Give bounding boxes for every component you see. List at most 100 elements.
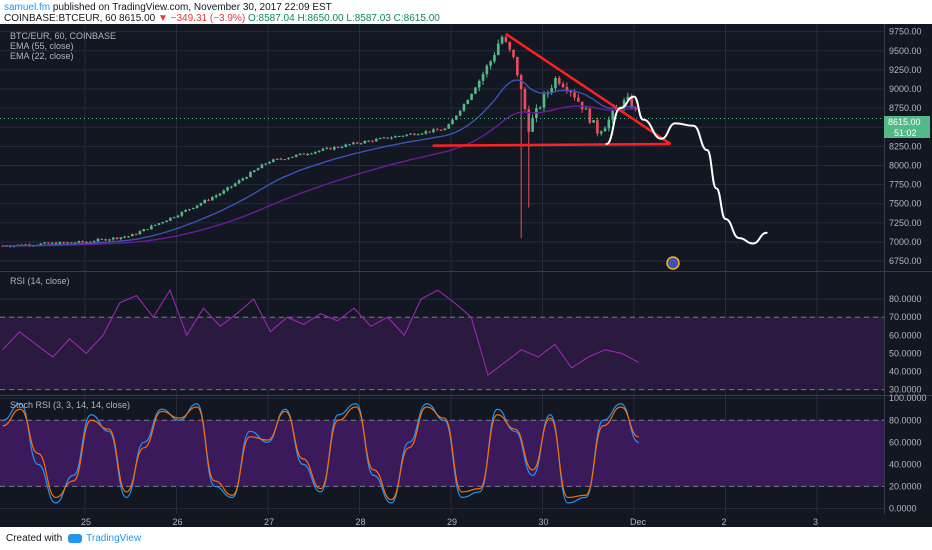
candle-body bbox=[455, 115, 458, 120]
price-axis-label: 8750.00 bbox=[889, 103, 922, 113]
candle-body bbox=[542, 94, 546, 108]
candle-body bbox=[557, 77, 561, 84]
candle-body bbox=[184, 210, 187, 212]
time-axis-label: 2 bbox=[722, 517, 727, 527]
candle-body bbox=[607, 119, 611, 129]
last-price: 8615.00 bbox=[119, 13, 156, 24]
chart-area[interactable]: 6750.00 7000.00 7250.00 7500.00 7750.00 8000.… bbox=[0, 24, 932, 527]
candle-body bbox=[493, 54, 496, 62]
candle-body bbox=[58, 242, 62, 245]
rsi-axis-label: 40.0000 bbox=[889, 366, 922, 376]
candle-body bbox=[550, 88, 553, 93]
candle-body bbox=[474, 87, 477, 94]
candle-body bbox=[622, 100, 626, 108]
triangle-support-line bbox=[432, 142, 671, 147]
candle-body bbox=[104, 239, 107, 241]
price-axis-label: 9000.00 bbox=[889, 84, 922, 94]
countdown-badge-text: 51:02 bbox=[894, 128, 917, 138]
ohlc-high: H:8650.00 bbox=[297, 13, 344, 24]
publish-info: samuel.fm published on TradingView.com, … bbox=[4, 2, 928, 13]
candle-body bbox=[470, 93, 473, 100]
tradingview-link[interactable]: TradingView bbox=[86, 533, 142, 544]
candle-body bbox=[214, 195, 218, 198]
candle-body bbox=[298, 153, 302, 155]
candle-body bbox=[249, 172, 252, 178]
candle-body bbox=[519, 75, 523, 90]
candle-body bbox=[96, 238, 100, 242]
price-axis-label: 8250.00 bbox=[889, 141, 922, 151]
footer: Created with TradingView bbox=[0, 527, 932, 550]
candle-body bbox=[69, 242, 73, 244]
candle-body bbox=[161, 222, 165, 224]
countdown-badge bbox=[884, 127, 930, 138]
price-axis-label: 9250.00 bbox=[889, 65, 922, 75]
candle-body bbox=[355, 142, 359, 144]
candle-body bbox=[523, 89, 527, 110]
candle-body bbox=[447, 124, 451, 129]
candle-body bbox=[390, 137, 393, 139]
candle-body bbox=[401, 135, 405, 137]
last-price-badge bbox=[884, 116, 930, 127]
ohlc-low: L:8587.03 bbox=[346, 13, 391, 24]
candle-body bbox=[336, 146, 340, 148]
candle-body bbox=[630, 96, 634, 108]
candle-body bbox=[199, 203, 203, 206]
candle-body bbox=[43, 242, 46, 244]
candle-body bbox=[405, 134, 409, 136]
candle-body bbox=[466, 99, 470, 105]
triangle-upper-trendline bbox=[505, 32, 672, 146]
candle-body bbox=[420, 133, 424, 135]
candle-body bbox=[569, 91, 573, 93]
candle-body bbox=[66, 242, 69, 244]
candle-body bbox=[508, 41, 512, 50]
candle-body bbox=[218, 193, 222, 196]
candle-body bbox=[363, 140, 367, 144]
stoch-axis-label: 60.0000 bbox=[889, 437, 922, 447]
candle-body bbox=[157, 223, 161, 225]
candle-body bbox=[458, 110, 462, 116]
candle-body bbox=[283, 159, 287, 161]
candle-body bbox=[85, 241, 88, 243]
chart-svg[interactable]: 6750.00 7000.00 7250.00 7500.00 7750.00 8000.… bbox=[0, 24, 932, 527]
stoch-band-fill bbox=[0, 420, 884, 487]
candle-body bbox=[188, 209, 191, 211]
candle-body bbox=[397, 136, 401, 138]
candle-body bbox=[596, 120, 599, 134]
rsi-axis-label: 80.0000 bbox=[889, 294, 922, 304]
candle-body bbox=[340, 146, 344, 148]
time-axis-label: 30 bbox=[539, 517, 549, 527]
candle-body bbox=[489, 61, 492, 66]
candle-body bbox=[374, 139, 378, 142]
candle-body bbox=[599, 131, 603, 134]
candle-body bbox=[50, 242, 54, 244]
candle-body bbox=[409, 133, 412, 135]
stoch-axis-label: 40.0000 bbox=[889, 459, 922, 469]
candle-body bbox=[386, 137, 390, 139]
pane-legend-rsi: RSI (14, close) bbox=[10, 276, 70, 286]
author-link[interactable]: samuel.fm bbox=[4, 2, 51, 13]
candle-body bbox=[81, 241, 85, 243]
candle-body bbox=[310, 153, 313, 155]
candle-body bbox=[462, 104, 466, 111]
candle-body bbox=[180, 211, 184, 216]
candle-body bbox=[222, 190, 226, 194]
pane-legend-ema55: EMA (55, close) bbox=[10, 41, 74, 51]
candle-body bbox=[272, 159, 275, 163]
candle-body bbox=[626, 96, 630, 101]
ema-22-line bbox=[2, 79, 636, 247]
candle-body bbox=[611, 110, 614, 120]
candle-body bbox=[207, 199, 210, 201]
event-marker-icon[interactable] bbox=[666, 256, 680, 270]
publish-text: published on TradingView.com, November 3… bbox=[50, 2, 332, 13]
candle-body bbox=[554, 77, 557, 89]
candle-body bbox=[256, 168, 260, 171]
candle-body bbox=[603, 128, 607, 132]
candle-body bbox=[203, 199, 207, 204]
candle-body bbox=[279, 158, 283, 160]
price-axis-label: 9750.00 bbox=[889, 27, 922, 37]
candle-body bbox=[577, 97, 580, 102]
candle-body bbox=[416, 134, 420, 136]
candle-body bbox=[119, 237, 123, 239]
candle-body bbox=[294, 154, 298, 157]
candle-body bbox=[313, 151, 317, 154]
